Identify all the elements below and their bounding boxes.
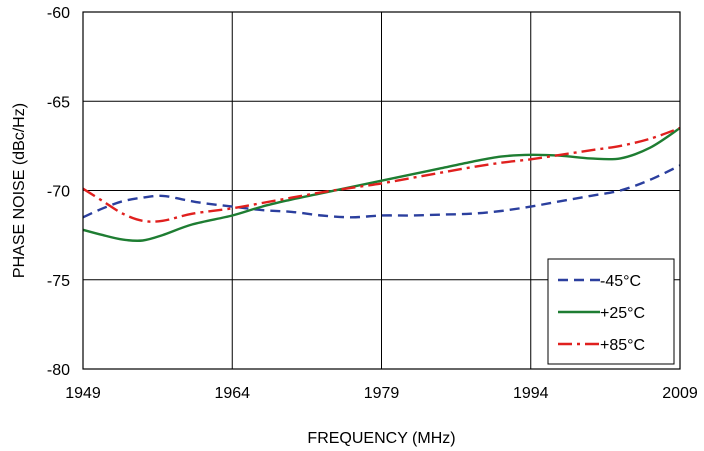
x-tick-labels: 1949 1964 1979 1994 2009 (65, 385, 698, 402)
x-tick-label: 1964 (214, 385, 250, 402)
y-tick-label: -70 (47, 184, 70, 201)
legend: -45°C +25°C +85°C (547, 258, 675, 365)
x-axis-title: FREQUENCY (MHz) (307, 430, 455, 447)
series-line-1 (82, 164, 681, 219)
y-tick-label: -75 (47, 273, 70, 290)
y-axis-title: PHASE NOISE (dBc/Hz) (11, 103, 28, 278)
x-tick-label: 2009 (662, 385, 698, 402)
y-tick-labels: -60 -65 -70 -75 -80 (47, 5, 70, 379)
legend-label: +25°C (600, 305, 645, 322)
x-tick-label: 1979 (364, 385, 400, 402)
legend-label: -45°C (600, 273, 641, 290)
plot-frame (82, 11, 681, 370)
y-tick-label: -80 (47, 362, 70, 379)
legend-label: +85°C (600, 337, 645, 354)
x-tick-label: 1994 (513, 385, 549, 402)
series-layer (82, 126, 681, 242)
y-tick-label: -65 (47, 94, 70, 111)
y-tick-label: -60 (47, 5, 70, 22)
series-line-3 (82, 126, 681, 223)
x-tick-label: 1949 (65, 385, 101, 402)
series-line-2 (82, 126, 681, 242)
